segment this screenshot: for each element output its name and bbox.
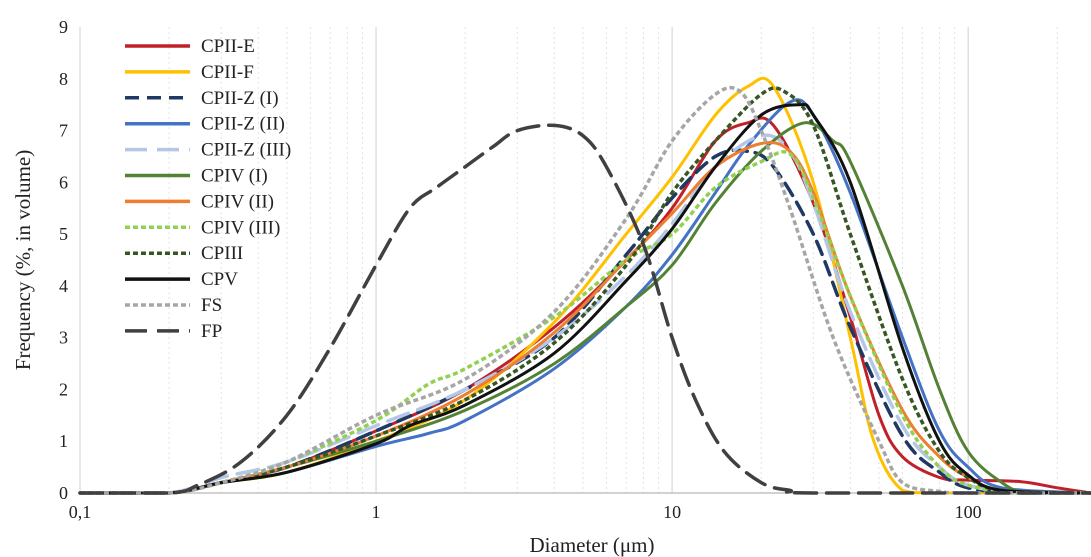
legend-label-cpii-z-ii: CPII-Z (II) <box>201 114 285 135</box>
y-tick-label: 8 <box>59 69 68 89</box>
legend-label-cpii-e: CPII-E <box>201 36 255 57</box>
legend-label-fp: FP <box>201 321 222 342</box>
x-tick-label: 1 <box>372 502 381 522</box>
legend-label-cpii-f: CPII-F <box>201 62 254 83</box>
y-tick-label: 4 <box>59 276 68 296</box>
y-tick-label: 7 <box>59 121 68 141</box>
series-line-fs <box>79 85 1091 495</box>
series-lines <box>78 76 1091 495</box>
legend-label-cpiv-i: CPIV (I) <box>201 166 268 187</box>
y-tick-label: 6 <box>59 172 68 192</box>
x-tick-label: 100 <box>955 502 982 522</box>
x-tick-label: 0,1 <box>69 502 92 522</box>
x-axis-title: Diameter (μm) <box>530 533 655 557</box>
series-line-cpiii <box>79 86 1091 495</box>
series-line-cpiv-iii <box>79 150 1091 495</box>
y-tick-label: 9 <box>59 17 68 37</box>
legend-label-cpii-z-i: CPII-Z (I) <box>201 88 279 109</box>
y-tick-label: 5 <box>59 224 68 244</box>
y-tick-label: 3 <box>59 328 68 348</box>
legend-label-cpv: CPV <box>201 269 238 290</box>
series-line-fp <box>78 123 1091 495</box>
y-tick-label: 0 <box>59 483 68 503</box>
y-tick-label: 2 <box>59 379 68 399</box>
legend: CPII-E CPII-F CPII-Z (I) CPII-Z (II) CPII-Z … <box>125 36 291 342</box>
legend-label-cpii-z-iii: CPII-Z (III) <box>201 140 291 161</box>
y-axis-title: Frequency (%, in volume) <box>11 150 35 370</box>
x-tick-labels: 0,1 1 10 100 <box>69 502 982 522</box>
legend-label-cpiv-ii: CPIV (II) <box>201 191 274 212</box>
y-tick-label: 1 <box>59 431 68 451</box>
legend-label-fs: FS <box>201 295 222 316</box>
vertical-grid <box>79 27 1058 493</box>
y-tick-labels: 0 1 2 3 4 5 6 7 8 9 <box>59 17 68 503</box>
x-tick-label: 10 <box>663 502 681 522</box>
series-line-cpv <box>78 102 1091 495</box>
legend-label-cpiii: CPIII <box>201 243 243 264</box>
legend-label-cpiv-iii: CPIV (III) <box>201 217 280 238</box>
